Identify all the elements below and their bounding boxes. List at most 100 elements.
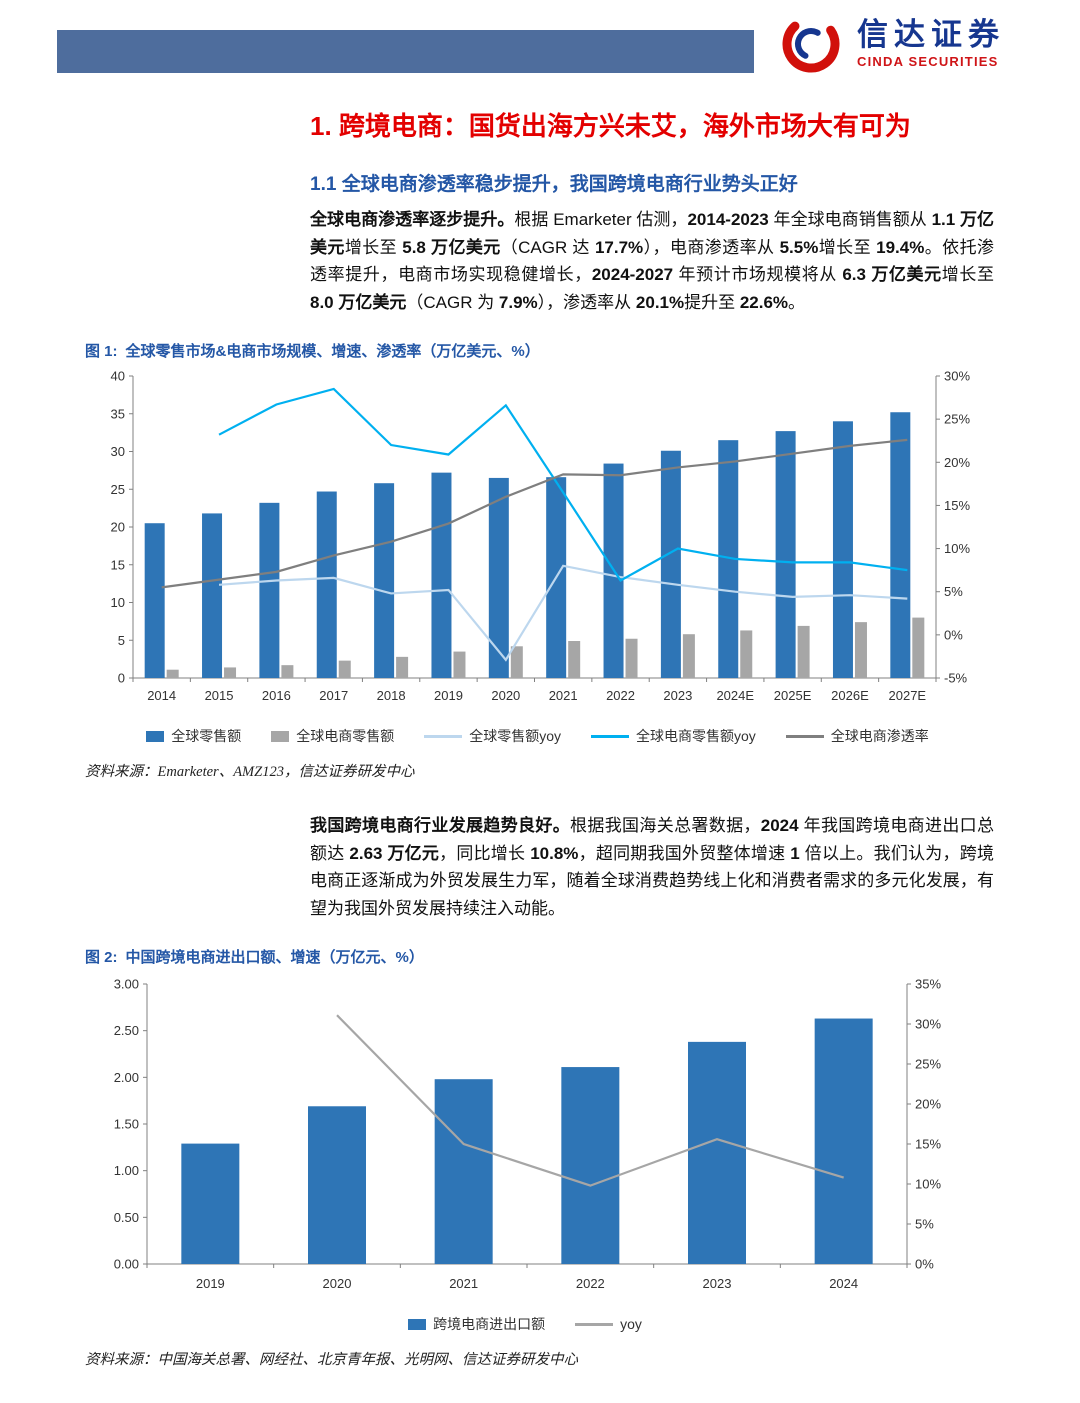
text-segment: 。依托渗透率提升，电商市场实现稳健增长， xyxy=(310,237,995,285)
svg-text:-5%: -5% xyxy=(944,671,968,686)
legend-item: 全球电商零售额 xyxy=(271,726,394,746)
line-swatch-icon xyxy=(591,734,629,738)
text-segment: ），电商渗透率从 xyxy=(643,237,780,257)
text-segment: 增长至 xyxy=(941,265,995,285)
text-segment: 根据 Emarketer 估测， xyxy=(514,210,688,229)
text-segment: ，超同期我国外贸整体增速 xyxy=(578,843,791,863)
svg-text:2019: 2019 xyxy=(196,1276,225,1291)
figure2-legend: 跨境电商进出口额 yoy xyxy=(85,1314,965,1334)
svg-text:20: 20 xyxy=(111,520,125,535)
legend-label: 全球电商零售额yoy xyxy=(636,728,756,744)
svg-text:2022: 2022 xyxy=(576,1276,605,1291)
text-segment: 2.63 万亿元 xyxy=(349,843,440,863)
figure2-caption-label: 图 2: xyxy=(85,949,118,966)
text-segment: 20.1% xyxy=(635,292,685,312)
cinda-logo-icon xyxy=(782,15,840,73)
text-segment: ），渗透率从 xyxy=(537,292,636,312)
figure1-source: 资料来源：Emarketer、AMZ123，信达证券研发中心 xyxy=(85,764,415,780)
cinda-logo: 信达证券 CINDA SECURITIES xyxy=(775,14,1005,74)
logo-text-cn: 信达证券 xyxy=(857,16,1005,52)
svg-text:25%: 25% xyxy=(915,1057,941,1072)
text-segment: 。 xyxy=(788,292,806,312)
svg-text:35%: 35% xyxy=(915,977,941,992)
legend-item: 全球电商零售额yoy xyxy=(591,726,756,746)
logo-text-en: CINDA SECURITIES xyxy=(857,54,999,70)
svg-text:25: 25 xyxy=(111,482,125,497)
svg-text:15: 15 xyxy=(111,557,125,572)
bar-swatch-icon xyxy=(146,730,165,742)
text-segment: 8.0 万亿美元 xyxy=(310,292,407,312)
svg-text:2014: 2014 xyxy=(147,688,176,703)
svg-text:5%: 5% xyxy=(944,584,963,599)
text-segment: 倍以上。我们认为，跨境电商正逐渐成为外贸发展生力军，随着全球消费趋势线上化和消费… xyxy=(310,843,994,918)
svg-text:0: 0 xyxy=(118,671,125,686)
legend-label: 全球电商零售额 xyxy=(296,728,395,744)
text-segment: 增长至 xyxy=(818,237,877,257)
svg-text:30: 30 xyxy=(111,444,125,459)
text-segment: 10.8% xyxy=(530,843,579,863)
line-swatch-icon xyxy=(424,734,463,738)
svg-text:2025E: 2025E xyxy=(774,688,812,703)
svg-text:2022: 2022 xyxy=(606,688,635,703)
svg-text:15%: 15% xyxy=(944,498,970,513)
text-segment: 22.6% xyxy=(739,292,789,312)
svg-text:2024E: 2024E xyxy=(716,688,754,703)
text-segment: 根据我国海关总署数据， xyxy=(570,816,761,835)
text-segment: 5.5% xyxy=(779,237,819,257)
svg-text:35: 35 xyxy=(111,406,125,421)
svg-text:25%: 25% xyxy=(944,412,970,427)
svg-text:2018: 2018 xyxy=(377,688,406,703)
svg-text:2024: 2024 xyxy=(829,1276,858,1291)
svg-text:2021: 2021 xyxy=(449,1276,478,1291)
figure1-caption: 图 1: 全球零售市场&电商市场规模、增速、渗透率（万亿美元、%） xyxy=(85,340,540,361)
figure2-source: 资料来源：中国海关总署、网经社、北京青年报、光明网、信达证券研发中心 xyxy=(85,1352,578,1368)
legend-item: 全球零售额 xyxy=(146,726,241,746)
paragraph-2: 我国跨境电商行业发展趋势良好。根据我国海关总署数据，2024 年我国跨境电商进出… xyxy=(310,812,994,922)
figure2-caption-text: 中国跨境电商进出口额、增速（万亿元、%） xyxy=(125,949,424,966)
legend-item: yoy xyxy=(575,1316,642,1332)
text-segment: 全球电商渗透率逐步提升。 xyxy=(310,210,515,229)
legend-label: 跨境电商进出口额 xyxy=(433,1316,546,1332)
legend-item: 跨境电商进出口额 xyxy=(408,1314,545,1334)
text-segment: 7.9% xyxy=(498,292,538,312)
section-subtitle: 1.1 全球电商渗透率稳步提升，我国跨境电商行业势头正好 xyxy=(310,174,798,195)
svg-text:2.50: 2.50 xyxy=(114,1023,139,1038)
text-segment: 2024-2027 xyxy=(591,265,674,285)
bar-swatch-icon xyxy=(408,1318,427,1330)
svg-text:10%: 10% xyxy=(944,541,970,556)
text-segment: 提升至 xyxy=(684,292,740,312)
svg-text:20%: 20% xyxy=(944,455,970,470)
svg-text:2026E: 2026E xyxy=(831,688,869,703)
legend-label: 全球零售额 xyxy=(171,728,242,744)
svg-text:0.50: 0.50 xyxy=(114,1210,139,1225)
svg-text:2020: 2020 xyxy=(323,1276,352,1291)
text-segment: 年我国跨境电商进出口总额达 xyxy=(310,816,994,863)
text-segment: （CAGR 为 xyxy=(406,292,499,312)
legend-item: 全球电商渗透率 xyxy=(785,726,929,746)
figure1-legend: 全球零售额 全球电商零售额 全球零售额yoy 全球电商零售额yoy 全球电商渗透率 xyxy=(85,726,990,746)
figure1-chart: 0 5 10 15 20 25 30 35 40 -5% 0% 5% 10% 15% 20% 25% 30% 20… xyxy=(111,369,971,704)
bar-swatch-icon xyxy=(271,730,290,742)
section-title: 1. 跨境电商：国货出海方兴未艾，海外市场大有可为 xyxy=(310,106,911,143)
svg-text:0.00: 0.00 xyxy=(114,1257,139,1272)
text-segment: ，同比增长 xyxy=(439,843,531,863)
svg-text:20%: 20% xyxy=(915,1097,941,1112)
text-segment: 19.4% xyxy=(876,237,925,257)
legend-label: yoy xyxy=(620,1316,642,1332)
header-bar xyxy=(57,30,754,73)
svg-text:15%: 15% xyxy=(915,1137,941,1152)
text-segment: 2014-2023 xyxy=(687,210,769,229)
svg-text:2015: 2015 xyxy=(205,688,234,703)
text-segment: 年预计市场规模将从 xyxy=(673,265,843,285)
figure2-chart: 0.00 0.50 1.00 1.50 2.00 2.50 3.00 0% 5% 10% 15% 20… xyxy=(114,977,942,1292)
paragraph-1: 全球电商渗透率逐步提升。根据 Emarketer 估测，2014-2023 年全… xyxy=(310,206,994,316)
text-segment: （CAGR 达 xyxy=(500,237,595,257)
svg-text:3.00: 3.00 xyxy=(114,977,139,992)
line-swatch-icon xyxy=(785,734,824,738)
svg-text:0%: 0% xyxy=(915,1257,934,1272)
legend-item: 全球零售额yoy xyxy=(424,726,561,746)
svg-text:10: 10 xyxy=(111,595,125,610)
svg-text:1.00: 1.00 xyxy=(114,1163,139,1178)
svg-text:2027E: 2027E xyxy=(889,688,927,703)
